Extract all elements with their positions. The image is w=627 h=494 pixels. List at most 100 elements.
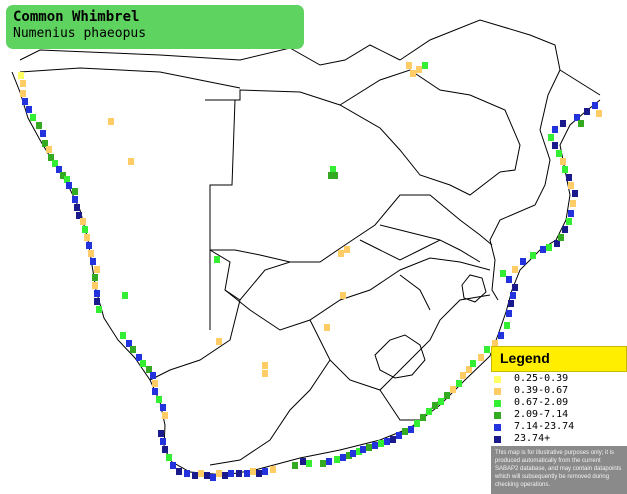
reporting-rate-cell <box>216 470 222 477</box>
reporting-rate-cell <box>92 282 98 289</box>
reporting-rate-cell <box>450 386 456 393</box>
reporting-rate-cell <box>52 160 58 167</box>
legend-header: Legend <box>491 346 627 372</box>
border-zimbabwe <box>339 69 521 173</box>
reporting-rate-cell <box>64 176 70 183</box>
reporting-rate-cell <box>270 466 276 473</box>
legend-panel: Legend 0.25-0.39 0.39-0.67 0.67-2.09 2.0… <box>491 346 627 494</box>
reporting-rate-cell <box>170 462 176 469</box>
reporting-rate-cell <box>574 114 580 121</box>
reporting-rate-cell <box>198 470 204 477</box>
border-caprivi <box>19 67 241 89</box>
reporting-rate-cell <box>158 430 164 437</box>
reporting-rate-cell <box>478 354 484 361</box>
legend-label: 0.39-0.67 <box>514 385 569 396</box>
reporting-rate-cell <box>262 362 268 369</box>
reporting-rate-cell <box>162 446 168 453</box>
reporting-rate-cell <box>256 470 262 477</box>
reporting-rate-cell <box>152 388 158 395</box>
reporting-rate-cell <box>552 142 558 149</box>
reporting-rate-cell <box>20 80 26 87</box>
reporting-rate-cell <box>512 284 518 291</box>
reporting-rate-cell <box>136 354 142 361</box>
border-namibia-east <box>209 99 236 330</box>
reporting-rate-cell <box>108 118 114 125</box>
reporting-rate-cell <box>566 218 572 225</box>
reporting-rate-cell <box>492 340 498 347</box>
reporting-rate-cell <box>88 250 94 257</box>
reporting-rate-cell <box>122 292 128 299</box>
reporting-rate-cell <box>96 306 102 313</box>
reporting-rate-cell <box>328 172 334 179</box>
reporting-rate-cell <box>512 266 518 273</box>
reporting-rate-cell <box>228 470 234 477</box>
reporting-rate-cell <box>420 414 426 421</box>
reporting-rate-cell <box>120 332 126 339</box>
reporting-rate-cell <box>214 256 220 263</box>
reporting-rate-cell <box>18 72 24 79</box>
reporting-rate-cell <box>384 438 390 445</box>
reporting-rate-cell <box>40 130 46 137</box>
reporting-rate-cell <box>300 458 306 465</box>
reporting-rate-cell <box>262 370 268 377</box>
border-south-africa-north <box>209 194 493 301</box>
legend-disclaimer: This map is for illustrative purposes on… <box>495 450 622 488</box>
reporting-rate-cell <box>20 90 26 97</box>
reporting-rate-cell <box>166 454 172 461</box>
reporting-rate-cell <box>444 392 450 399</box>
reporting-rate-cell <box>86 242 92 249</box>
reporting-rate-cell <box>466 366 472 373</box>
reporting-rate-cell <box>152 380 158 387</box>
reporting-rate-cell <box>160 438 166 445</box>
reporting-rate-cell <box>500 270 506 277</box>
reporting-rate-cell <box>596 110 602 117</box>
reporting-rate-cell <box>546 244 552 251</box>
reporting-rate-cell <box>30 114 36 121</box>
reporting-rate-cell <box>66 182 72 189</box>
reporting-rate-cell <box>570 200 576 207</box>
reporting-rate-cell <box>72 188 78 195</box>
reporting-rate-cell <box>540 246 546 253</box>
reporting-rate-cell <box>176 468 182 475</box>
reporting-rate-cell <box>470 360 476 367</box>
reporting-rate-cell <box>222 472 228 479</box>
reporting-rate-cell <box>460 372 466 379</box>
reporting-rate-cell <box>334 456 340 463</box>
reporting-rate-cell <box>562 166 568 173</box>
reporting-rate-cell <box>422 62 428 69</box>
reporting-rate-cell <box>324 324 330 331</box>
reporting-rate-cell <box>94 266 100 273</box>
legend-swatch <box>494 400 501 407</box>
reporting-rate-cell <box>378 440 384 447</box>
reporting-rate-cell <box>326 458 332 465</box>
reporting-rate-cell <box>306 460 312 467</box>
reporting-rate-cell <box>84 234 90 241</box>
reporting-rate-cell <box>22 98 28 105</box>
reporting-rate-cell <box>184 470 190 477</box>
reporting-rate-cell <box>416 66 422 73</box>
reporting-rate-cell <box>554 240 560 247</box>
swaziland-border <box>461 274 487 303</box>
reporting-rate-cell <box>396 432 402 439</box>
reporting-rate-cell <box>498 332 504 339</box>
reporting-rate-cell <box>332 172 338 179</box>
legend-swatch <box>494 388 501 395</box>
species-common-name: Common Whimbrel <box>13 9 140 25</box>
legend-label: 7.14-23.74 <box>514 421 575 432</box>
reporting-rate-cell <box>508 300 514 307</box>
reporting-rate-cell <box>126 340 132 347</box>
legend-label: 23.74+ <box>514 433 551 444</box>
reporting-rate-cell <box>506 310 512 317</box>
province-borders <box>149 224 491 466</box>
reporting-rate-cell <box>292 462 298 469</box>
reporting-rate-cell <box>204 472 210 479</box>
reporting-rate-cell <box>162 412 168 419</box>
reporting-rate-cell <box>426 408 432 415</box>
reporting-rate-cell <box>60 172 66 179</box>
reporting-rate-cell <box>504 322 510 329</box>
border-botswana-sa <box>210 249 291 263</box>
legend-swatch <box>494 376 501 383</box>
reporting-rate-cell <box>330 166 336 173</box>
reporting-rate-cell <box>520 258 526 265</box>
reporting-rate-cell <box>344 246 350 253</box>
